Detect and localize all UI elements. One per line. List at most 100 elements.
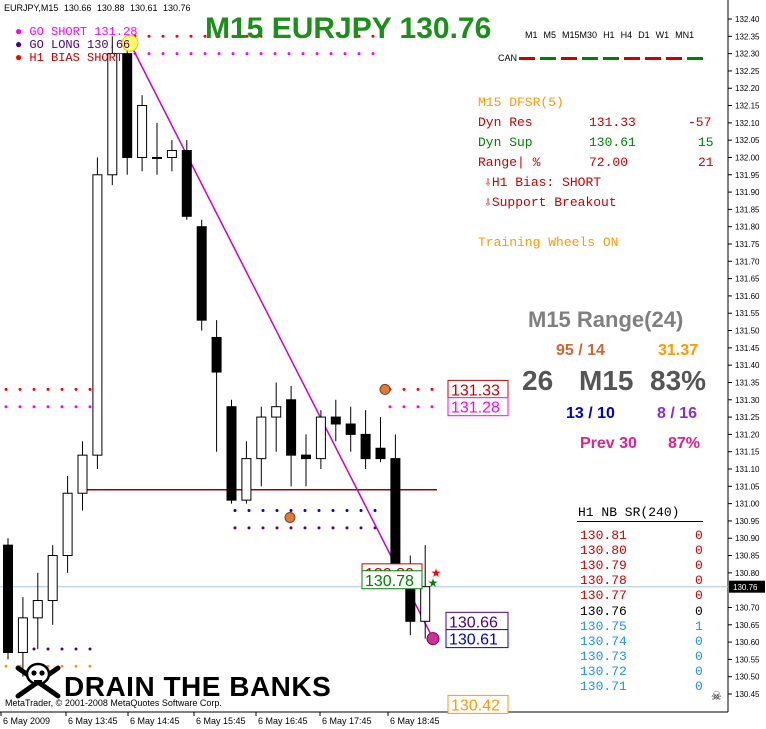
y-tick-label: 130.85 xyxy=(735,552,760,561)
go-short-top-dot xyxy=(231,52,235,56)
trend-strip xyxy=(519,57,703,60)
candle-bull xyxy=(17,617,28,653)
bias-level-dot xyxy=(175,34,179,38)
support-dot-2 xyxy=(359,526,363,530)
tf-m15[interactable]: M15 xyxy=(562,30,580,40)
tf-m30[interactable]: M30 xyxy=(579,30,598,40)
sr-row-count: 0 xyxy=(695,558,703,574)
dfsr-label: Range| % xyxy=(478,155,541,170)
go-long-dot xyxy=(60,647,64,651)
sr-row-price: 130.74 xyxy=(580,633,627,649)
trend-cell-4 xyxy=(582,57,598,60)
bias-level-dot xyxy=(315,34,319,38)
dfsr-row-res: Dyn Res xyxy=(478,115,533,130)
y-tick-label: 131.40 xyxy=(735,361,760,370)
sr-row-count: 0 xyxy=(695,648,703,664)
bias-level-dot xyxy=(287,34,291,38)
y-tick-label: 132.20 xyxy=(735,84,760,93)
tf-h1[interactable]: H1 xyxy=(603,30,615,40)
dfsr-bias: ⇩H1 Bias: SHORT xyxy=(484,175,602,190)
dfsr-label: Dyn Res xyxy=(478,115,533,130)
sr-row-price: 130.75 xyxy=(580,618,627,634)
candle-bull xyxy=(32,600,43,619)
dfsr-range-extra: 21 xyxy=(698,155,714,170)
support-dot-2 xyxy=(303,526,307,530)
short-level-dot xyxy=(46,387,50,391)
support-dot-2 xyxy=(289,526,293,530)
long-level-dot xyxy=(60,664,64,668)
sr-row-price: 130.80 xyxy=(580,543,627,559)
price-tag-box xyxy=(447,694,509,714)
sr-table-title: H1 NB SR(240) xyxy=(578,505,680,520)
long-level-dot xyxy=(74,664,78,668)
y-tick-label: 130.60 xyxy=(735,638,760,647)
bias-level-dot xyxy=(301,34,305,38)
support-dot-2 xyxy=(317,526,321,530)
go-short-top-dot xyxy=(245,52,249,56)
candle-bull xyxy=(107,53,118,176)
ohlc-close: 130.76 xyxy=(163,3,191,13)
y-tick-label: 130.45 xyxy=(735,690,760,699)
short-level-dot xyxy=(18,387,22,391)
dot-icon: ● xyxy=(15,51,23,65)
bias-level-dot xyxy=(161,34,165,38)
price-tag-label: 130.42 xyxy=(451,697,500,714)
short-level-dot xyxy=(88,387,92,391)
bias-level-dot xyxy=(217,34,221,38)
tf-d1[interactable]: D1 xyxy=(638,30,650,40)
candle-bear xyxy=(196,226,207,321)
legend-value: 130.66 xyxy=(87,38,131,52)
trend-cell-6 xyxy=(624,57,640,60)
dot-icon: ● xyxy=(15,25,23,39)
chart-title: M15 EURJPY 130.76 xyxy=(205,12,492,45)
sr-row-count: 0 xyxy=(695,528,703,543)
ohlc-low: 130.61 xyxy=(129,3,158,13)
y-tick-label: 130.50 xyxy=(735,673,760,682)
tf-m1[interactable]: M1 xyxy=(525,30,538,40)
x-tick-label: 6 May 13:45 xyxy=(68,716,118,726)
legend-go-long: ● GO LONG 130.66 xyxy=(15,38,130,52)
go-short-dot xyxy=(32,405,36,409)
sr-row-price: 130.72 xyxy=(580,663,627,679)
sr-row-count: 0 xyxy=(695,543,703,559)
tf-mn1[interactable]: MN1 xyxy=(675,30,695,40)
dfsr-res-extra: -57 xyxy=(688,115,712,130)
candle-bull xyxy=(92,174,103,456)
y-tick-label: 130.80 xyxy=(735,569,760,578)
go-short-dot xyxy=(74,405,78,409)
candles-group xyxy=(3,36,431,677)
brand-text: DRAIN THE BANKS xyxy=(64,671,332,702)
tf-h4[interactable]: H4 xyxy=(620,30,633,40)
tf-m5[interactable]: M5 xyxy=(543,30,557,40)
res-marker xyxy=(379,383,391,395)
candle-bull xyxy=(420,586,431,622)
go-short-top-dot xyxy=(301,52,305,56)
range-row1-right: 31.37 xyxy=(658,342,699,359)
go-short-top-dot xyxy=(357,52,361,56)
trend-cell-2 xyxy=(540,57,556,60)
go-short-top-dot xyxy=(371,52,375,56)
y-tick-label: 131.75 xyxy=(735,240,760,249)
legend-go-short: ● GO SHORT 131.28 xyxy=(15,25,137,39)
range-tf: M15 xyxy=(579,365,634,396)
support-dot xyxy=(373,509,377,513)
long-level-dot xyxy=(88,664,92,668)
candle-bull xyxy=(62,492,73,557)
dfsr-sup-extra: 15 xyxy=(698,135,714,150)
price-tag-label: 130.66 xyxy=(449,614,498,631)
support-dot xyxy=(303,509,307,513)
sr-row-price: 130.76 xyxy=(580,603,627,619)
go-short-top-dot xyxy=(343,52,347,56)
y-tick-label: 131.60 xyxy=(735,292,760,301)
trend-cell-9 xyxy=(687,57,703,60)
y-tick-label: 130.95 xyxy=(735,517,760,526)
candle-bull xyxy=(315,416,326,460)
support-dot xyxy=(289,509,293,513)
candle-bull xyxy=(241,458,252,501)
dyn-res-dot xyxy=(430,387,434,391)
current-price-box xyxy=(729,580,765,593)
candle-bear xyxy=(375,447,386,460)
tf-w1[interactable]: W1 xyxy=(655,30,670,40)
prev-pct: 87% xyxy=(668,435,701,452)
